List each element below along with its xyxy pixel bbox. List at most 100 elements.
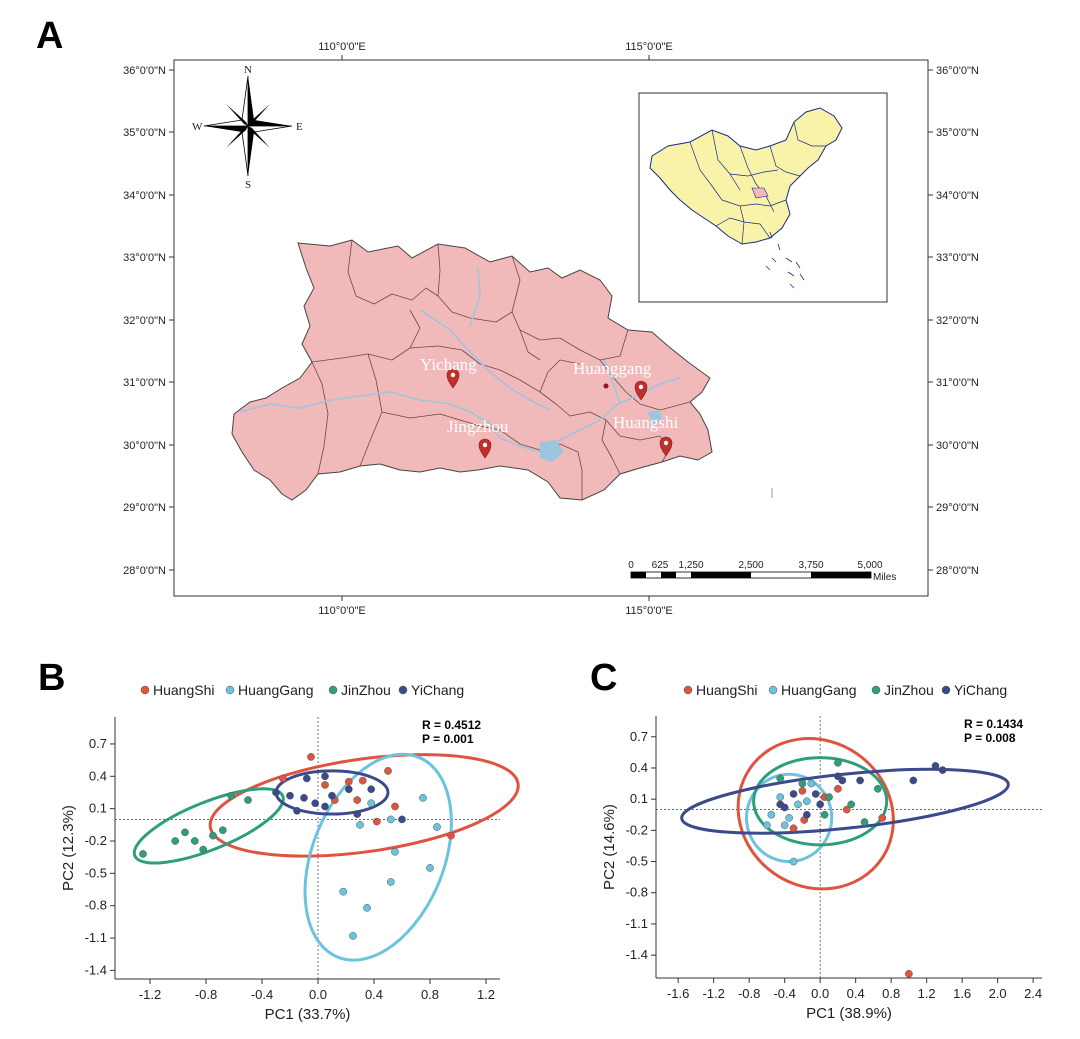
point-huangshi [905, 969, 913, 978]
ellipse-jinzhou [132, 787, 285, 865]
lat-label-left: 32°0'0"N [123, 315, 166, 327]
lat-label-right: 33°0'0"N [936, 252, 979, 264]
province-outline [231, 239, 713, 501]
point-huangshi [789, 824, 798, 833]
prefecture-borders [311, 239, 691, 500]
point-huangshi [384, 767, 392, 775]
y-tick-label: 0.4 [89, 768, 107, 783]
x-tick-label: -1.2 [139, 987, 161, 1002]
panel-c-label: C [590, 657, 617, 699]
point-jinzhou [209, 831, 217, 840]
x-tick-label: -1.2 [702, 986, 724, 1001]
point-jinzhou [199, 845, 208, 854]
point-yichang [931, 762, 940, 770]
ellipse-jinzhou [752, 756, 889, 847]
point-yichang [344, 785, 353, 794]
location-pin-icon [446, 368, 460, 389]
legend-label-huanggang: HuangGang [238, 682, 314, 698]
panel-a: A 110°0'0"E 115°0'0"E 110°0'0"E 115°0'0"… [36, 15, 979, 617]
pca-chart-b: -1.2 -0.8 -0.4 0.0 0.4 0.8 1.2 -1.4 -1.1 -0.8 -0.5… [60, 682, 520, 1023]
lon-label-bottom-110: 110°0'0"E [318, 605, 366, 617]
legend-marker-huangshi [683, 685, 693, 695]
point-huanggang [767, 810, 776, 819]
china-province-borders [689, 121, 826, 245]
point-jinzhou [873, 784, 882, 793]
city-label-jingzhou: Jingzhou [447, 417, 509, 436]
compass-e: E [296, 121, 303, 133]
point-yichang [272, 788, 280, 797]
ellipse-huanggang [303, 752, 453, 962]
latitude-labels: 36°0'0"N 35°0'0"N 34°0'0"N 33°0'0"N 32°0… [123, 65, 979, 577]
point-huanggang [433, 823, 441, 831]
legend-label-huangshi: HuangShi [153, 682, 215, 698]
legend-marker-jinzhou [871, 685, 881, 695]
point-yichang [838, 776, 847, 785]
legend-label-huanggang: HuangGang [781, 682, 857, 698]
point-jinzhou [227, 791, 236, 800]
compass-n: N [244, 64, 252, 76]
point-huangshi [358, 776, 367, 785]
point-jinzhou [860, 818, 869, 826]
x-axis-label: PC1 (33.7%) [265, 1006, 351, 1023]
hubei-highlight [751, 187, 769, 199]
point-huanggang [780, 821, 789, 830]
lat-label-right: 29°0'0"N [936, 502, 979, 514]
scale-tick: 2,500 [738, 560, 763, 571]
point-huanggang [356, 820, 364, 829]
y-axis-label: PC2 (12.3%) [60, 805, 77, 891]
rivers [239, 267, 681, 453]
lat-label-left: 35°0'0"N [123, 127, 166, 139]
city-label-huangshi: Huangshi [613, 413, 678, 432]
point-yichang [321, 802, 329, 811]
y-tick-label: 0.1 [630, 791, 648, 806]
point-huangshi [353, 796, 362, 804]
point-huangshi [307, 753, 315, 761]
x-axis-label: PC1 (38.9%) [806, 1005, 892, 1022]
point-huangshi [834, 784, 842, 793]
scale-tick: 3,750 [798, 560, 823, 571]
lat-label-left: 34°0'0"N [123, 190, 166, 202]
point-jinzhou [171, 837, 180, 845]
point-huanggang [349, 932, 357, 940]
y-tick-label: -0.8 [85, 898, 107, 913]
location-pin-icon [659, 436, 673, 457]
point-jinzhou [190, 837, 199, 845]
point-yichang [789, 790, 798, 798]
point-jinzhou [825, 793, 833, 801]
point-yichang [353, 810, 362, 818]
point-yichang [300, 794, 308, 802]
x-tick-label: -0.4 [773, 986, 795, 1001]
point-yichang [398, 815, 406, 824]
point-yichang [311, 799, 320, 808]
x-tick-label: -0.4 [251, 987, 273, 1002]
y-tick-label: 0.1 [89, 801, 107, 816]
point-huanggang [794, 800, 802, 809]
point-huangshi [372, 817, 381, 826]
point-huangshi [447, 831, 455, 840]
point-yichang [811, 790, 820, 798]
ellipse-huangshi [208, 753, 520, 858]
y-tick-label: 0.4 [630, 760, 648, 775]
stat-r: R = 0.1434 [964, 717, 1023, 731]
legend-marker-yichang [398, 685, 408, 695]
lake [648, 410, 662, 424]
y-tick-label: -0.5 [85, 865, 107, 880]
city-label-huanggang: Huanggang [573, 359, 652, 378]
point-huanggang [426, 864, 434, 872]
point-yichang [909, 776, 918, 785]
lake [540, 440, 564, 462]
point-huanggang [776, 793, 785, 801]
legend-label-huangshi: HuangShi [696, 682, 758, 698]
scale-tick: 0 [628, 560, 634, 571]
lat-label-left: 31°0'0"N [123, 377, 166, 389]
point-yichang [286, 791, 294, 800]
lat-label-right: 32°0'0"N [936, 315, 979, 327]
y-tick-label: -0.8 [626, 885, 648, 900]
legend-marker-yichang [941, 685, 951, 695]
scale-tick: 1,250 [678, 560, 703, 571]
location-pin-icon [634, 380, 648, 401]
x-tick-label: -1.6 [667, 986, 689, 1001]
scale-bar: 0 625 1,250 2,500 3,750 5,000 Miles [628, 560, 896, 583]
y-tick-label: 0.7 [630, 729, 648, 744]
point-huanggang [789, 857, 798, 866]
